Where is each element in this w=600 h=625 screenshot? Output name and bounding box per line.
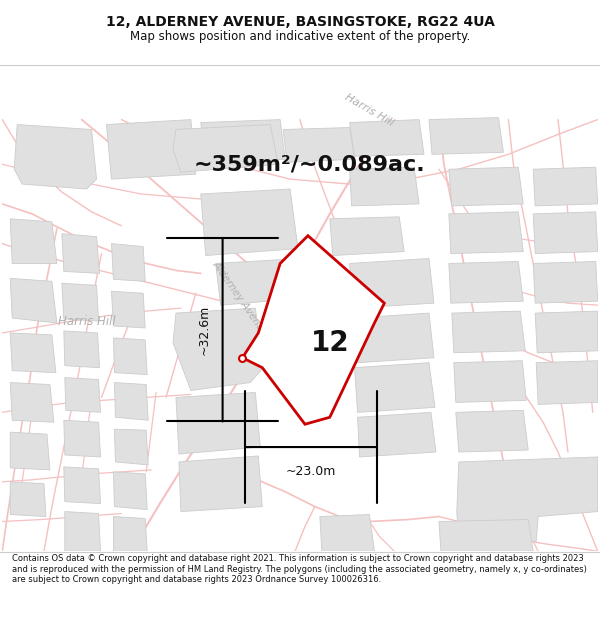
- Polygon shape: [176, 392, 260, 454]
- Polygon shape: [201, 189, 298, 256]
- Polygon shape: [533, 168, 598, 206]
- Text: Map shows position and indicative extent of the property.: Map shows position and indicative extent…: [130, 30, 470, 43]
- Polygon shape: [350, 168, 419, 206]
- Polygon shape: [64, 467, 101, 504]
- Text: ~359m²/~0.089ac.: ~359m²/~0.089ac.: [194, 154, 426, 174]
- Polygon shape: [112, 291, 145, 328]
- Text: Contains OS data © Crown copyright and database right 2021. This information is : Contains OS data © Crown copyright and d…: [12, 554, 587, 584]
- Polygon shape: [201, 119, 285, 164]
- Polygon shape: [112, 244, 145, 281]
- Polygon shape: [536, 361, 598, 404]
- Polygon shape: [355, 313, 434, 362]
- Polygon shape: [358, 412, 436, 457]
- Polygon shape: [330, 217, 404, 256]
- Polygon shape: [535, 311, 598, 352]
- Polygon shape: [350, 119, 424, 156]
- Polygon shape: [449, 168, 523, 206]
- Polygon shape: [14, 124, 97, 189]
- Text: ~32.6m: ~32.6m: [197, 305, 211, 355]
- Polygon shape: [454, 361, 526, 403]
- Polygon shape: [113, 472, 147, 509]
- Polygon shape: [62, 283, 98, 321]
- Polygon shape: [62, 234, 100, 273]
- Polygon shape: [10, 482, 46, 516]
- Polygon shape: [106, 119, 196, 179]
- Polygon shape: [533, 261, 598, 303]
- Polygon shape: [64, 420, 101, 457]
- Text: Alderney Avenue: Alderney Avenue: [211, 259, 270, 338]
- Polygon shape: [113, 516, 147, 551]
- Text: 12: 12: [310, 329, 349, 357]
- Polygon shape: [355, 362, 435, 413]
- Polygon shape: [10, 382, 54, 423]
- Polygon shape: [10, 432, 50, 470]
- Polygon shape: [449, 261, 523, 303]
- Polygon shape: [283, 127, 355, 162]
- Polygon shape: [173, 124, 278, 172]
- Polygon shape: [439, 519, 533, 551]
- Polygon shape: [179, 456, 262, 511]
- Polygon shape: [533, 212, 598, 254]
- Polygon shape: [10, 219, 57, 264]
- Polygon shape: [173, 308, 263, 391]
- Polygon shape: [457, 457, 598, 541]
- Text: Harris Hill: Harris Hill: [343, 92, 395, 128]
- Polygon shape: [115, 429, 148, 465]
- Polygon shape: [10, 278, 57, 323]
- Polygon shape: [452, 311, 525, 352]
- Polygon shape: [64, 331, 100, 367]
- Polygon shape: [456, 411, 528, 452]
- Polygon shape: [429, 118, 503, 154]
- Text: ~23.0m: ~23.0m: [286, 465, 336, 478]
- Polygon shape: [215, 259, 305, 305]
- Polygon shape: [65, 378, 101, 412]
- Polygon shape: [350, 259, 434, 308]
- Polygon shape: [115, 382, 148, 420]
- Polygon shape: [113, 338, 147, 374]
- Polygon shape: [10, 333, 56, 372]
- Text: Harris Hill: Harris Hill: [58, 314, 115, 328]
- Text: 12, ALDERNEY AVENUE, BASINGSTOKE, RG22 4UA: 12, ALDERNEY AVENUE, BASINGSTOKE, RG22 4…: [106, 15, 494, 29]
- Polygon shape: [449, 212, 523, 254]
- Polygon shape: [320, 514, 374, 551]
- Polygon shape: [65, 511, 101, 551]
- Polygon shape: [242, 236, 385, 424]
